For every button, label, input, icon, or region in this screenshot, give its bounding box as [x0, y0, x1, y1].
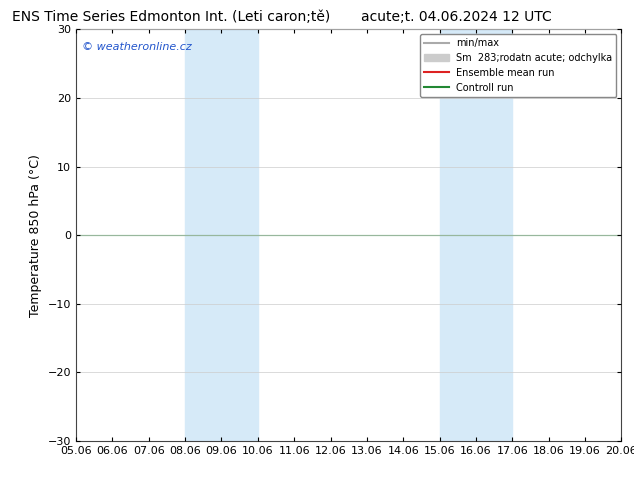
Legend: min/max, Sm  283;rodatn acute; odchylka, Ensemble mean run, Controll run: min/max, Sm 283;rodatn acute; odchylka, … — [420, 34, 616, 97]
Text: © weatheronline.cz: © weatheronline.cz — [82, 42, 191, 52]
Text: ENS Time Series Edmonton Int. (Leti caron;tě): ENS Time Series Edmonton Int. (Leti caro… — [12, 10, 330, 24]
Y-axis label: Temperature 850 hPa (°C): Temperature 850 hPa (°C) — [29, 154, 42, 317]
Text: acute;t. 04.06.2024 12 UTC: acute;t. 04.06.2024 12 UTC — [361, 10, 552, 24]
Bar — [185, 29, 258, 441]
Bar — [439, 29, 512, 441]
